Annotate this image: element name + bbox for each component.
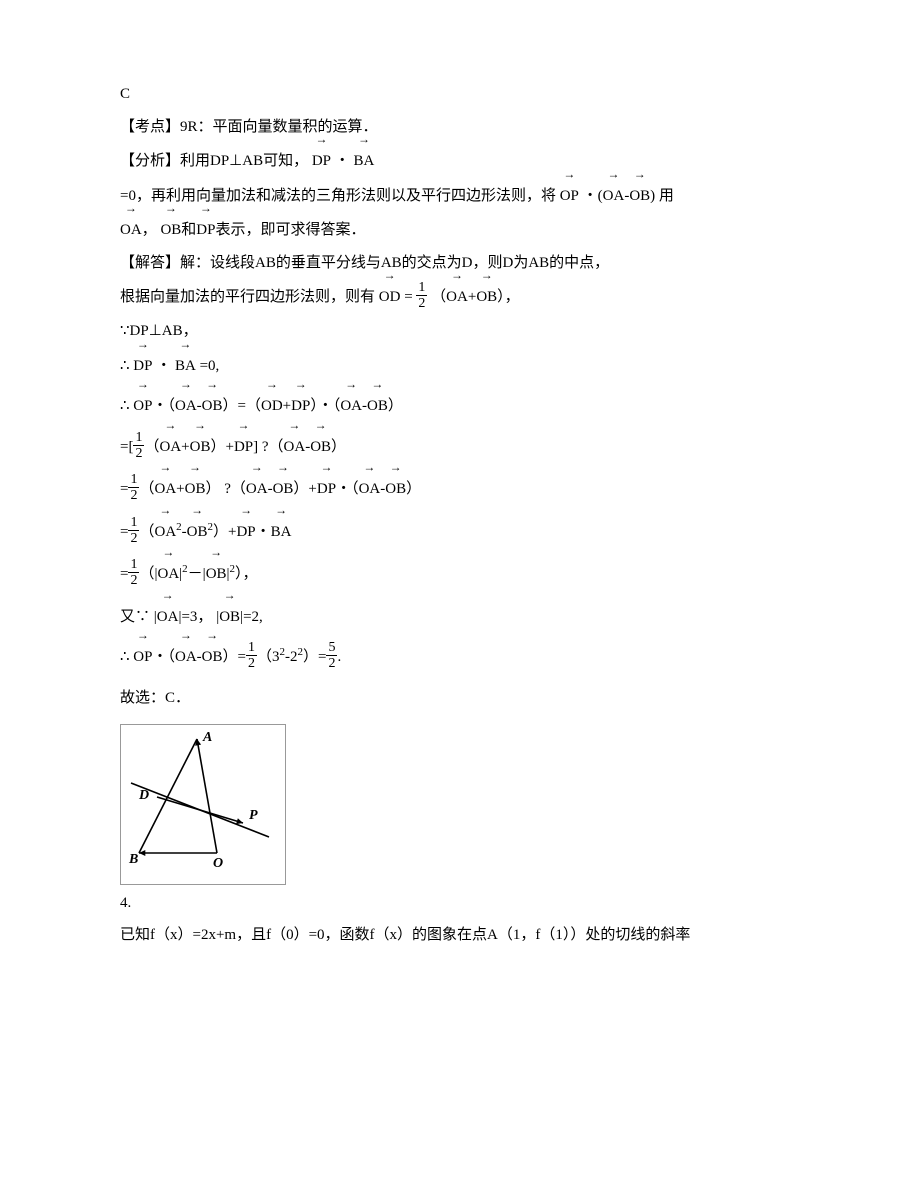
given-lengths-line: 又∵ |OA|=3， |OB|=2, — [120, 601, 800, 632]
vector-OB: OB — [202, 641, 223, 672]
svg-text:A: A — [202, 730, 212, 745]
vector-DP: DP — [196, 214, 215, 245]
vector-BA: BA — [271, 516, 292, 547]
rparen: ) — [650, 188, 655, 204]
analysis-tail2: 用 — [659, 188, 674, 204]
svg-text:P: P — [249, 808, 258, 823]
vector-OB: OB — [202, 390, 223, 421]
vector-OD: OD — [261, 390, 283, 421]
vector-OB: OB — [310, 431, 331, 462]
ob-val: =2 — [243, 609, 259, 625]
fraction-five-halves: 52 — [326, 640, 337, 672]
vector-OB: OB — [160, 214, 181, 245]
vector-OA: OA — [154, 516, 176, 547]
analysis-line-2: =0，再利用向量加法和减法的三角形法则以及平行四边形法则，将 OP ・(OA-O… — [120, 180, 800, 211]
vector-OA: OA — [154, 473, 176, 504]
vector-OA: OA — [175, 390, 197, 421]
vector-OA: OA — [603, 180, 625, 211]
therefore: ∴ — [120, 358, 130, 374]
vector-OP: OP — [133, 641, 152, 672]
comma: ， — [505, 289, 520, 305]
vector-DP: DP — [291, 390, 310, 421]
final-eq-line: ∴ OP・（OA-OB）=12（32-22）=52. — [120, 641, 800, 673]
vector-OA: OA — [175, 641, 197, 672]
eq-line-2: ∴ OP・（OA-OB）=（OD+DP）・（OA-OB） — [120, 390, 800, 421]
analysis-prefix: 【分析】利用DP⊥AB可知， — [120, 153, 308, 169]
vector-OB: OB — [385, 473, 406, 504]
therefore: ∴ — [120, 398, 130, 414]
vector-OA: OA — [157, 558, 179, 589]
rule-prefix: 根据向量加法的平行四边形法则，则有 — [120, 289, 375, 305]
vector-DP: DP — [317, 473, 336, 504]
dot-op: ・ — [335, 153, 350, 169]
question-4-text: 已知f（x）=2x+m，且f（0）=0，函数f（x）的图象在点A（1，f（1））… — [120, 921, 800, 950]
fraction-half: 12 — [133, 430, 144, 462]
question-4-number: 4. — [120, 889, 800, 918]
period: . — [337, 649, 341, 665]
dot-op: ・( — [583, 188, 603, 204]
answer-letter: C — [120, 80, 800, 109]
paren-expr: （OA+OB） — [431, 289, 505, 305]
oa-val: =3， — [181, 609, 212, 625]
inner-expr: （32-22）= — [257, 649, 326, 665]
vector-OA: OA — [284, 431, 306, 462]
eq: = — [404, 289, 412, 305]
vector-OB: OB — [367, 390, 388, 421]
analysis-tail3: 表示，即可求得答案． — [215, 222, 365, 238]
vector-OB: OB — [185, 473, 206, 504]
vector-DP: DP — [312, 145, 331, 176]
eq-line-6: =12（|OA|2－|OB|2）， — [120, 558, 800, 590]
conclusion-line: 故选：C． — [120, 684, 800, 713]
fraction-half: 12 — [128, 557, 139, 589]
eq-line-1: ∴ DP ・ BA =0, — [120, 350, 800, 381]
vector-OP: OP — [560, 180, 579, 211]
vector-DP: DP — [133, 350, 152, 381]
and-word: 和 — [181, 222, 196, 238]
svg-text:B: B — [128, 852, 138, 867]
vector-OA: OA — [246, 473, 268, 504]
eq-line-4: =12（OA+OB） ?（OA-OB）+DP・（OA-OB） — [120, 473, 800, 505]
geometry-diagram: A B O D P — [120, 724, 286, 885]
rule-line: 根据向量加法的平行四边形法则，则有 OD = 12 （OA+OB）， — [120, 281, 800, 313]
eq-line-3: =[12（OA+OB）+DP] ?（OA-OB） — [120, 431, 800, 463]
vector-OB: OB — [273, 473, 294, 504]
analysis-line-1: 【分析】利用DP⊥AB可知， DP ・ BA — [120, 145, 800, 176]
vector-OA: OA — [340, 390, 362, 421]
fraction-half: 12 — [128, 472, 139, 504]
fraction-half: 12 — [246, 640, 257, 672]
analysis-tail1: =0，再利用向量加法和减法的三角形法则以及平行四边形法则，将 — [120, 188, 556, 204]
vector-OB: OB — [206, 558, 227, 589]
vector-OB: OB — [629, 180, 650, 211]
because-line: ∵DP⊥AB， — [120, 317, 800, 346]
vector-OD: OD — [379, 281, 401, 312]
vector-OA: OA — [157, 601, 179, 632]
topic-line: 【考点】9R：平面向量数量积的运算． — [120, 113, 800, 142]
fraction-half: 12 — [416, 280, 427, 312]
vector-DP: DP — [234, 431, 253, 462]
diagram-svg: A B O D P — [125, 729, 275, 869]
comma: ， — [142, 222, 157, 238]
vector-BA: BA — [354, 145, 375, 176]
eq-line-5: =12（OA2-OB2）+DP・BA — [120, 516, 800, 548]
dot-op: ・ — [156, 358, 171, 374]
vector-OB: OB — [219, 601, 240, 632]
vector-OA: OA — [159, 431, 181, 462]
svg-text:O: O — [213, 856, 223, 869]
again-because: 又∵ — [120, 609, 150, 625]
vector-BA: BA — [175, 350, 196, 381]
svg-text:D: D — [138, 788, 149, 803]
document-page: C 【考点】9R：平面向量数量积的运算． 【分析】利用DP⊥AB可知， DP ・… — [0, 0, 920, 1191]
fraction-half: 12 — [128, 515, 139, 547]
vector-OA: OA — [120, 214, 142, 245]
analysis-line-3: OA， OB和DP表示，即可求得答案． — [120, 214, 800, 245]
eq0: =0, — [200, 358, 220, 374]
vector-OB: OB — [190, 431, 211, 462]
vector-OA: OA — [359, 473, 381, 504]
vector-OP: OP — [133, 390, 152, 421]
vector-DP: DP — [236, 516, 255, 547]
vector-OB: OB — [187, 516, 208, 547]
therefore: ∴ — [120, 649, 130, 665]
